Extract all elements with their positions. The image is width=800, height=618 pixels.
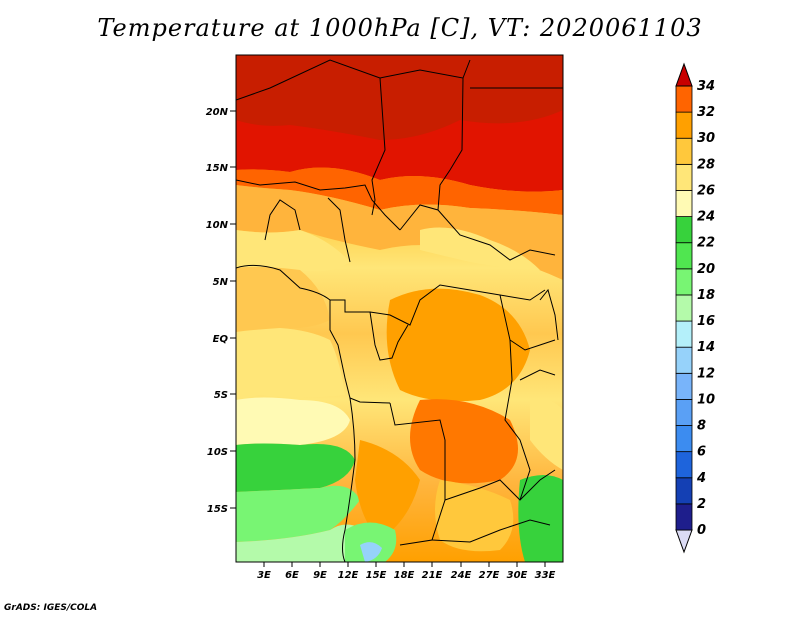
colorbar-swatch [675, 503, 693, 531]
lat-label: 5S [214, 390, 228, 401]
colorbar-swatch [675, 268, 693, 296]
colorbar-swatch [675, 477, 693, 505]
colorbar-swatch [675, 372, 693, 400]
colorbar-swatch [675, 320, 693, 348]
colorbar-label: 26 [697, 183, 715, 198]
colorbar-swatch [675, 294, 693, 322]
lat-label: 10N [206, 220, 229, 231]
colorbar-label: 8 [697, 419, 706, 434]
lon-label: 21E [422, 570, 443, 581]
colorbar-label: 16 [697, 314, 715, 329]
lon-label: 18E [394, 570, 415, 581]
colorbar-swatch [675, 137, 693, 165]
colorbar-swatch [675, 451, 693, 479]
colorbar-label: 24 [697, 210, 715, 225]
colorbar-swatch [675, 346, 693, 374]
colorbar-label: 2 [697, 497, 706, 512]
colorbar-swatch [675, 190, 693, 217]
colorbar-label: 18 [697, 288, 715, 303]
lat-label: 20N [206, 107, 229, 118]
lon-label: 27E [479, 570, 500, 581]
lon-label: 9E [313, 570, 327, 581]
lon-axis: 3E 6E 9E 12E 15E 18E 21E 24E 27E 30E 33E [257, 562, 556, 581]
colorbar-label: 20 [697, 262, 715, 277]
colorbar-label: 14 [697, 340, 715, 355]
colorbar-label: 28 [697, 157, 715, 172]
colorbar-label: 10 [697, 392, 715, 407]
colorbar-label: 32 [697, 105, 715, 120]
colorbar-swatch [675, 216, 693, 244]
colorbar-swatch [675, 85, 693, 113]
temperature-field [236, 55, 563, 562]
lon-label: 3E [257, 570, 271, 581]
map-frame [235, 54, 564, 563]
lat-label: EQ [213, 334, 229, 345]
lon-label: 12E [338, 570, 359, 581]
colorbar-swatch [675, 399, 693, 426]
colorbar-label: 4 [696, 471, 706, 486]
map-title: Temperature at 1000hPa [C], VT: 20200611… [97, 14, 703, 42]
colorbar-swatch [675, 163, 693, 191]
lon-label: 30E [507, 570, 528, 581]
lon-label: 24E [451, 570, 472, 581]
lon-label: 6E [285, 570, 299, 581]
colorbar-min-triangle [675, 529, 693, 554]
lon-label: 33E [535, 570, 556, 581]
colorbar-label: 22 [697, 236, 715, 251]
colorbar-label: 6 [697, 445, 706, 460]
lat-axis: 20N 15N 10N 5N EQ 5S 10S 15S [206, 107, 236, 515]
colorbar-label: 30 [697, 131, 715, 146]
colorbar-swatch [675, 242, 693, 270]
colorbar-label: 12 [697, 366, 715, 381]
lat-label: 10S [207, 447, 228, 458]
colorbar-max-triangle [675, 62, 693, 87]
lat-label: 15N [206, 163, 229, 174]
lon-label: 15E [366, 570, 387, 581]
colorbar-label: 0 [697, 523, 706, 538]
lat-label: 5N [213, 277, 229, 288]
credit-text: GrADS: IGES/COLA [4, 603, 98, 613]
colorbar-label: 34 [697, 79, 715, 94]
lat-label: 15S [207, 504, 228, 515]
map-borders [236, 59, 563, 562]
colorbar-swatch [675, 425, 693, 453]
colorbar-swatch [675, 111, 693, 139]
